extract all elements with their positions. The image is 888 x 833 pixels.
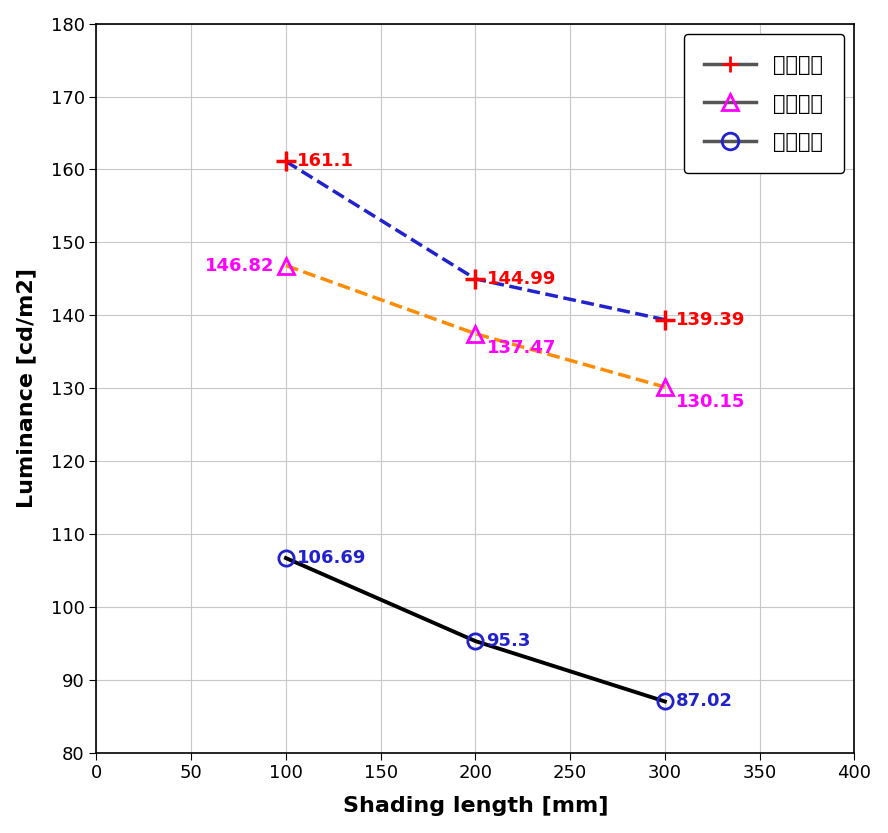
Text: 144.99: 144.99 <box>487 270 556 288</box>
Text: 130.15: 130.15 <box>676 392 745 411</box>
Text: 146.82: 146.82 <box>205 257 275 275</box>
Text: 139.39: 139.39 <box>676 311 745 329</box>
X-axis label: Shading length [mm]: Shading length [mm] <box>343 796 608 816</box>
Text: 106.69: 106.69 <box>297 549 367 567</box>
Y-axis label: Luminance [cd/m2]: Luminance [cd/m2] <box>17 268 36 508</box>
Text: 95.3: 95.3 <box>487 632 531 650</box>
Text: 87.02: 87.02 <box>676 692 733 711</box>
Text: 161.1: 161.1 <box>297 152 354 171</box>
Legend: 동시조명, 안측조명, 자연채광: 동시조명, 안측조명, 자연채광 <box>684 34 844 173</box>
Text: 137.47: 137.47 <box>487 339 556 357</box>
